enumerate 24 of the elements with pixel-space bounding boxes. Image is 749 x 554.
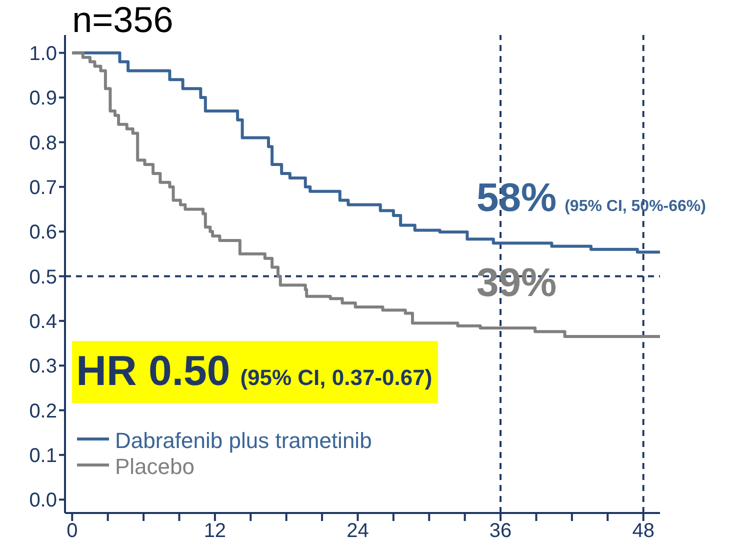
y-tick-label: 0.8 (29, 132, 57, 154)
annotation: (95% CI, 50%-66%) (564, 198, 706, 216)
y-tick-label: 0.3 (29, 356, 57, 378)
y-tick-label: 0.1 (29, 445, 57, 468)
chart-title: n=356 (72, 0, 174, 40)
annotation: HR 0.50 (76, 347, 230, 395)
annotation: (95% CI, 0.37-0.67) (240, 365, 432, 391)
legend-label: Placebo (115, 454, 195, 480)
x-tick-label: 48 (632, 520, 654, 542)
y-tick-label: 0.4 (29, 311, 57, 334)
legend-label: Dabrafenib plus trametinib (115, 428, 372, 454)
y-tick-label: 0.0 (29, 490, 57, 512)
y-tick-label: 0.7 (29, 176, 57, 199)
y-tick-label: 1.0 (29, 42, 57, 65)
x-tick-label: 24 (346, 520, 369, 542)
y-tick-label: 0.2 (29, 400, 57, 422)
x-tick-label: 0 (66, 520, 78, 542)
x-tick-label: 12 (204, 520, 226, 542)
y-tick-label: 0.9 (29, 88, 57, 110)
y-tick-label: 0.6 (29, 222, 57, 244)
annotation: 58% (476, 176, 557, 222)
y-tick-label: 0.5 (29, 266, 57, 288)
annotation: 39% (476, 261, 557, 306)
x-tick-label: 36 (489, 520, 512, 542)
